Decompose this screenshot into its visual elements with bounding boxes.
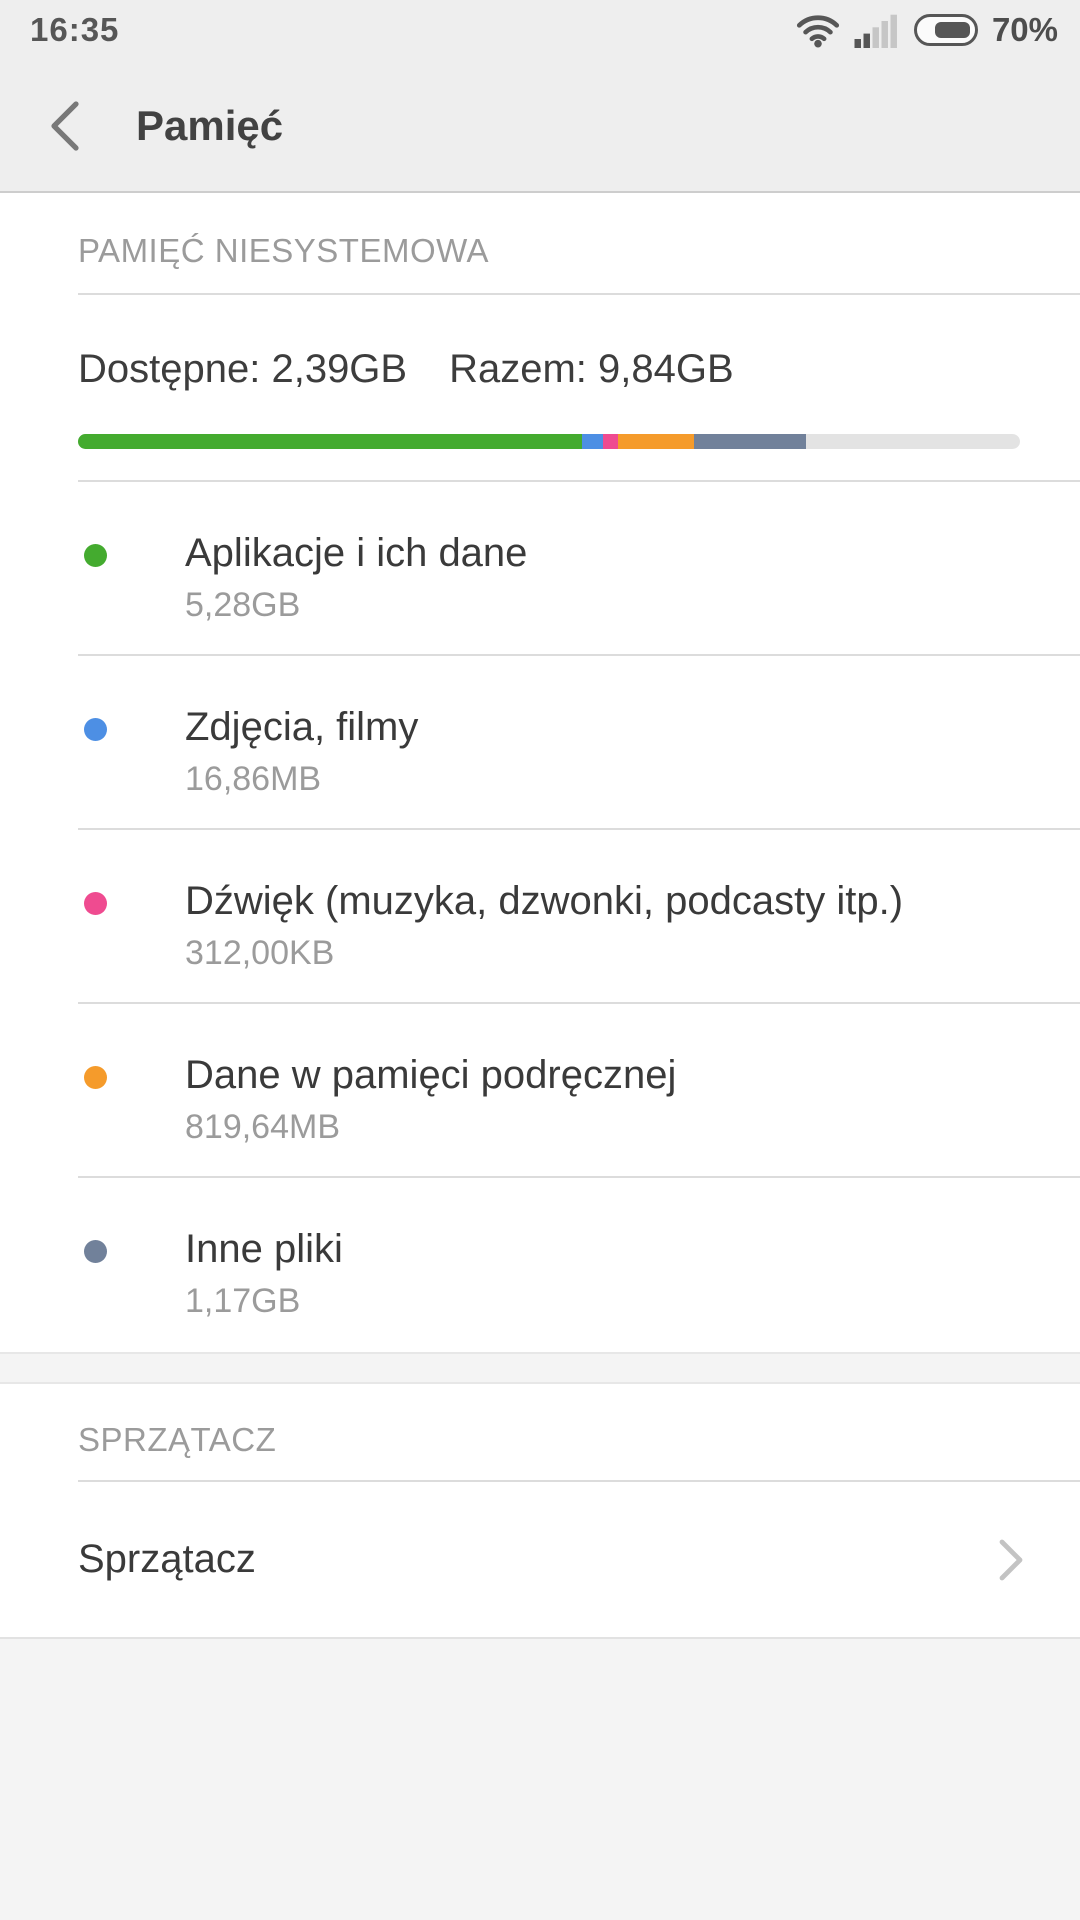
legend-dot-other xyxy=(84,1240,107,1263)
legend-dot-photos xyxy=(84,718,107,741)
status-bar: 16:35 70% xyxy=(0,0,1080,60)
item-size: 819,64MB xyxy=(185,1108,340,1146)
cleaner-item[interactable]: Sprzątacz xyxy=(0,1482,1080,1637)
cleaner-section-header: SPRZĄTACZ xyxy=(0,1384,1080,1482)
bar-segment-photos xyxy=(581,434,603,449)
item-label: Dźwięk (muzyka, dzwonki, podcasty itp.) xyxy=(185,879,904,923)
total-value: Razem: 9,84GB xyxy=(449,347,734,391)
available-value: Dostępne: 2,39GB xyxy=(78,347,408,391)
item-label: Inne pliki xyxy=(185,1227,343,1271)
bar-segment-other xyxy=(694,434,807,449)
list-item-cache: Dane w pamięci podręcznej 819,64MB xyxy=(0,1004,1080,1178)
battery-percent: 70% xyxy=(991,11,1058,48)
cell-signal-icon xyxy=(854,12,900,48)
item-label: Aplikacje i ich dane xyxy=(185,531,528,575)
legend-dot-sound xyxy=(84,892,107,915)
storage-usage-bar xyxy=(78,434,1020,449)
bar-segment-apps xyxy=(78,434,582,449)
storage-section: PAMIĘĆ NIESYSTEMOWA Dostępne: 2,39GB Raz… xyxy=(0,193,1080,1352)
item-label: Dane w pamięci podręcznej xyxy=(185,1053,677,1097)
back-chevron-icon xyxy=(48,100,82,152)
legend-dot-apps xyxy=(84,544,107,567)
legend-dot-cache xyxy=(84,1066,107,1089)
wifi-icon xyxy=(796,12,840,48)
storage-summary: Dostępne: 2,39GB Razem: 9,84GB xyxy=(0,295,1080,482)
bar-segment-cache xyxy=(617,434,695,449)
cleaner-section: SPRZĄTACZ Sprzątacz xyxy=(0,1384,1080,1637)
list-item-apps: Aplikacje i ich dane 5,28GB xyxy=(0,482,1080,656)
cleaner-item-label: Sprzątacz xyxy=(78,1537,256,1581)
item-size: 312,00KB xyxy=(185,934,335,972)
item-size: 5,28GB xyxy=(185,586,301,624)
item-size: 1,17GB xyxy=(185,1282,301,1320)
battery-icon xyxy=(913,14,978,46)
app-header: Pamięć xyxy=(0,60,1080,193)
list-item-other: Inne pliki 1,17GB xyxy=(0,1178,1080,1352)
chevron-right-icon xyxy=(998,1538,1024,1582)
back-button[interactable] xyxy=(48,100,118,152)
list-item-sound: Dźwięk (muzyka, dzwonki, podcasty itp.) … xyxy=(0,830,1080,1004)
storage-section-header: PAMIĘĆ NIESYSTEMOWA xyxy=(0,193,1080,295)
footer-area xyxy=(0,1637,1080,1919)
item-label: Zdjęcia, filmy xyxy=(185,705,419,749)
item-size: 16,86MB xyxy=(185,760,322,798)
page-title: Pamięć xyxy=(136,101,284,149)
section-gap xyxy=(0,1352,1080,1384)
clock: 16:35 xyxy=(30,11,120,48)
bar-segment-sound xyxy=(602,434,618,449)
list-item-photos: Zdjęcia, filmy 16,86MB xyxy=(0,656,1080,830)
